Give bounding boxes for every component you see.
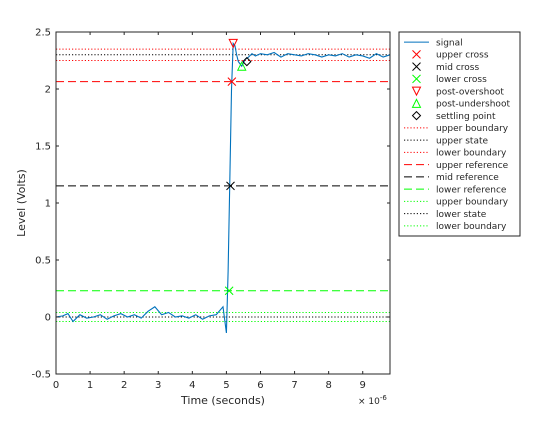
legend-entry-upper-reference: upper reference xyxy=(404,161,509,171)
y-axis-label: Level (Volts) xyxy=(15,169,28,237)
x-tick-label-5: 5 xyxy=(223,380,229,391)
legend-entry-upper-boundary: upper boundary xyxy=(404,124,509,134)
legend-entry-lower-boundary: lower boundary xyxy=(404,222,507,232)
legend-label-lower-cross: lower cross xyxy=(436,75,487,85)
legend: signal upper cross mid cross lower cross pos… xyxy=(398,31,521,237)
legend-label-lower-reference: lower reference xyxy=(436,185,507,195)
legend-glyph-post-undershoot xyxy=(411,98,422,108)
y-tick-label-4: 1.5 xyxy=(35,142,51,153)
markers-layer xyxy=(224,38,252,296)
legend-label-mid-reference: mid reference xyxy=(436,173,499,183)
legend-glyph-mid-cross xyxy=(412,62,421,71)
legend-entry-mid-cross: mid cross xyxy=(412,62,479,73)
legend-entry-post-undershoot: post-undershoot xyxy=(411,98,510,110)
legend-label-upper-boundary: upper boundary xyxy=(436,124,509,134)
legend-entry-upper-cross: upper cross xyxy=(412,50,489,61)
legend-entry-signal: signal xyxy=(404,38,463,48)
x-exponent-label: × 10-6 xyxy=(358,394,387,407)
plot-background xyxy=(56,32,390,374)
legend-entry-lower-boundary: lower boundary xyxy=(404,149,507,159)
x-axis-label: Time (seconds) xyxy=(180,394,265,407)
legend-label-upper-state: upper state xyxy=(436,136,488,146)
x-tick-label-1: 1 xyxy=(87,380,93,391)
legend-entry-lower-state: lower state xyxy=(404,210,487,220)
x-tick-label-8: 8 xyxy=(325,380,331,391)
x-tick-label-6: 6 xyxy=(257,380,263,391)
legend-glyph-settling-point xyxy=(411,110,422,121)
series-signal-line xyxy=(55,41,391,334)
legend-label-upper-cross: upper cross xyxy=(436,51,489,61)
legend-label-post-undershoot: post-undershoot xyxy=(436,100,510,110)
legend-label-post-overshoot: post-overshoot xyxy=(436,87,504,97)
legend-entry-post-overshoot: post-overshoot xyxy=(411,86,504,97)
marker-lower-cross xyxy=(224,286,234,296)
ticks-layer: 0 1 2 3 4 5 6 7 8 9-0.500.511.522.5 xyxy=(31,28,390,391)
x-tick-label-7: 7 xyxy=(291,380,297,391)
x-tick-label-4: 4 xyxy=(189,380,195,391)
y-tick-label-0: -0.5 xyxy=(31,370,51,381)
y-tick-label-5: 2 xyxy=(45,85,51,96)
legend-entry-settling-point: settling point xyxy=(411,110,496,122)
y-tick-label-6: 2.5 xyxy=(35,28,51,39)
x-tick-label-2: 2 xyxy=(121,380,127,391)
x-tick-label-9: 9 xyxy=(360,380,366,391)
legend-glyph-upper-cross xyxy=(412,50,421,59)
marker-mid-cross xyxy=(226,181,235,191)
legend-box xyxy=(398,31,521,237)
y-tick-label-3: 1 xyxy=(45,199,51,210)
legend-entry-lower-reference: lower reference xyxy=(404,185,507,195)
legend-label-signal: signal xyxy=(436,38,463,48)
reference-lines xyxy=(56,48,390,323)
y-tick-label-2: 0.5 xyxy=(35,256,51,267)
legend-entry-lower-cross: lower cross xyxy=(412,74,487,85)
marker-post-undershoot xyxy=(236,61,247,71)
legend-entry-upper-state: upper state xyxy=(404,136,488,146)
legend-glyph-post-overshoot xyxy=(411,86,422,97)
legend-label-upper-boundary: upper boundary xyxy=(436,198,509,208)
legend-entry-upper-boundary: upper boundary xyxy=(404,198,509,208)
legend-label-settling-point: settling point xyxy=(436,112,496,122)
series-layer xyxy=(55,41,391,334)
legend-glyph-lower-cross xyxy=(412,74,421,84)
legend-entry-mid-reference: mid reference xyxy=(404,173,499,183)
x-tick-label-3: 3 xyxy=(155,380,161,391)
legend-label-upper-reference: upper reference xyxy=(436,161,509,171)
marker-post-overshoot xyxy=(228,38,239,49)
legend-label-lower-state: lower state xyxy=(436,210,487,220)
x-exponent-base: × 10 xyxy=(358,397,380,407)
marker-settling-point xyxy=(242,56,252,67)
x-tick-label-0: 0 xyxy=(53,380,59,391)
legend-label-lower-boundary: lower boundary xyxy=(436,222,507,232)
legend-label-lower-boundary: lower boundary xyxy=(436,149,507,159)
legend-label-mid-cross: mid cross xyxy=(436,63,479,73)
marker-upper-cross xyxy=(227,77,237,86)
y-tick-label-1: 0 xyxy=(45,313,51,324)
x-exponent-power: -6 xyxy=(380,394,388,402)
